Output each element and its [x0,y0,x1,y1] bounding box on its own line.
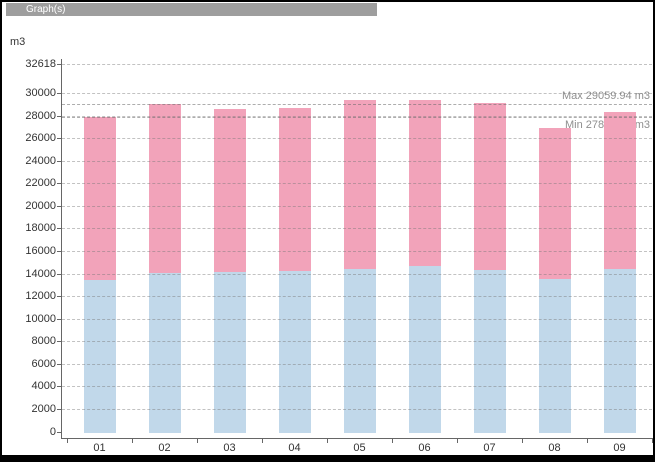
y-tick-label: 10000 [25,312,56,325]
y-tick-label: 14000 [25,267,56,280]
y-axis-tick [56,228,61,230]
x-tick-label: 05 [353,442,366,454]
y-tick-label: 24000 [25,154,56,167]
x-tick-label: 04 [288,442,301,454]
y-axis-tick [56,273,61,275]
y-tick-label: 12000 [25,290,56,303]
window-title: Graph(s) [26,4,66,15]
gridline [62,341,652,343]
gridline [62,273,652,275]
bar-segment-lower-band [408,266,441,433]
bar-segment-lower-band [148,273,181,433]
x-axis-tick [587,438,588,443]
y-tick-label: 2000 [31,402,56,415]
gridline [62,205,652,207]
bar-segment-lower-band [473,269,506,433]
max-limit-line [62,103,652,105]
y-axis-tick [56,341,61,343]
y-tick-label: 4000 [31,380,56,393]
y-axis-tick [56,138,61,140]
gridline [62,363,652,365]
y-axis-tick [56,115,61,117]
y-tick-label: 8000 [31,335,56,348]
y-axis-tick [56,63,61,65]
y-axis-tick [56,250,61,252]
y-axis-tick [56,408,61,410]
y-axis-tick [56,205,61,207]
y-axis-tick [56,363,61,365]
x-tick-label: 08 [548,442,561,454]
y-tick-label: 28000 [25,109,56,122]
y-axis-tick [56,386,61,388]
y-tick-label: 30000 [25,87,56,100]
gridline [62,183,652,185]
x-tick-label: 03 [223,442,236,454]
y-axis-line [60,59,62,439]
y-tick-label: 32618 [25,57,56,70]
bar-segment-lower-band [538,278,571,433]
gridline [62,115,652,117]
gridline [62,296,652,298]
gridline [62,228,652,230]
x-tick-label: 01 [93,442,106,454]
x-axis-tick [132,438,133,443]
x-tick-label: 02 [158,442,171,454]
y-axis-tick [56,296,61,298]
y-axis-tick [56,183,61,185]
y-axis-tick [56,431,61,433]
bar-segment-upper-band [408,100,441,267]
gridline [62,160,652,162]
min-limit-line [62,116,652,118]
bar-segment-lower-band [278,271,311,433]
x-tick-label: 09 [613,442,626,454]
gridline [62,386,652,388]
y-axis-tick [56,318,61,320]
x-axis-tick [457,438,458,443]
x-axis-tick [197,438,198,443]
x-axis-tick [652,438,653,443]
y-tick-label: 16000 [25,244,56,257]
x-axis-tick [262,438,263,443]
bar-segment-lower-band [603,268,636,433]
x-axis-tick [327,438,328,443]
bar-segment-upper-band [278,107,311,272]
bar-segment-upper-band [473,102,506,270]
gridline [62,93,652,95]
bar-segment-lower-band [213,271,246,433]
gridline [62,250,652,252]
gridline [62,138,652,140]
y-tick-label: 0 [49,425,56,438]
bar-segment-upper-band [213,109,246,272]
y-tick-label: 20000 [25,199,56,212]
bar-segment-upper-band [538,127,571,279]
x-axis-line [60,437,653,439]
x-tick-label: 06 [418,442,431,454]
bar-segment-upper-band [83,116,116,281]
y-tick-label: 22000 [25,177,56,190]
bar-segment-upper-band [148,103,181,274]
gridline [62,63,652,65]
x-tick-label: 07 [483,442,496,454]
y-tick-label: 6000 [31,357,56,370]
x-axis-tick [522,438,523,443]
bar-segment-upper-band [603,111,636,269]
gridline [62,408,652,410]
y-axis-tick [56,160,61,162]
bar-segment-lower-band [343,268,376,433]
window-titlebar: Graph(s) [6,3,377,16]
y-axis-unit-label: m3 [10,36,26,48]
max-annotation-label: Max 29059.94 m3 [561,90,650,103]
y-tick-label: 18000 [25,222,56,235]
bar-segment-lower-band [83,280,116,433]
x-axis-tick [67,438,68,443]
gridline [62,318,652,320]
x-axis-tick [392,438,393,443]
bar-segment-upper-band [343,99,376,269]
y-axis-tick [56,93,61,95]
y-tick-label: 26000 [25,132,56,145]
